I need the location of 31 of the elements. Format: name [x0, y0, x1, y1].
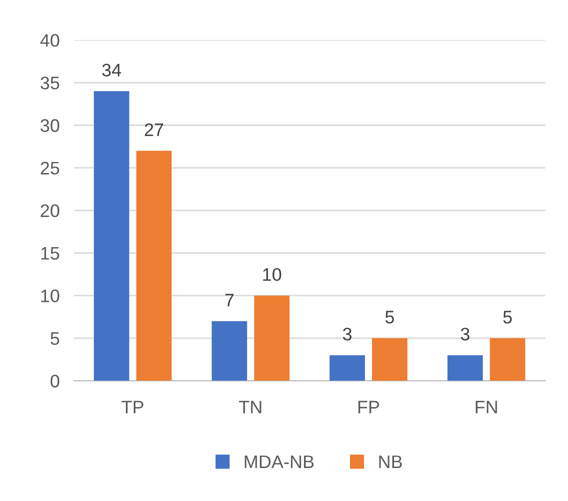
y-tick-label: 5 [50, 332, 60, 345]
y-tick-label: 25 [40, 162, 60, 175]
data-label: 10 [263, 268, 282, 281]
bar [94, 91, 130, 381]
y-tick-label: 10 [41, 290, 60, 302]
data-label: 5 [503, 310, 512, 324]
x-tick-label: FP [358, 400, 380, 414]
bar [330, 355, 365, 381]
x-tick-label: FN [476, 400, 497, 414]
data-label: 34 [102, 64, 122, 76]
legend-label: MDA-NB [244, 456, 314, 468]
bar [254, 296, 290, 381]
bar [212, 321, 248, 381]
bar [372, 338, 408, 381]
y-tick-label: 35 [40, 76, 60, 90]
legend-label: NB [379, 456, 402, 468]
bar [490, 338, 526, 381]
y-tick-label: 20 [40, 204, 60, 218]
y-tick-label: 30 [40, 119, 60, 132]
data-label: 3 [460, 328, 470, 341]
y-tick-label: 0 [50, 374, 60, 388]
bar [447, 355, 483, 381]
x-tick-label: TN [239, 400, 262, 414]
data-label: 3 [342, 328, 352, 341]
data-label: 7 [225, 294, 234, 306]
data-label: 27 [144, 123, 164, 136]
x-tick-label: TP [122, 400, 144, 414]
y-tick-label: 15 [41, 247, 60, 260]
y-tick-label: 40 [40, 34, 60, 47]
bar [136, 150, 172, 381]
data-label: 5 [385, 310, 394, 324]
